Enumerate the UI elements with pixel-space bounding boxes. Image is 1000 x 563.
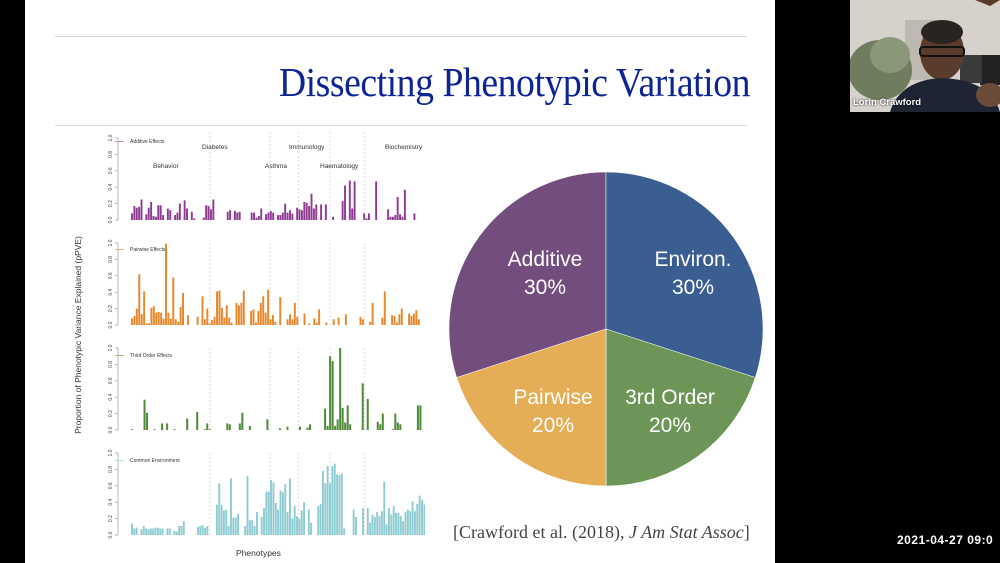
svg-text:1.0: 1.0 (108, 239, 114, 246)
category-biochemistry: Biochemistry (385, 144, 423, 151)
participant-name: Lorin Crawford (853, 97, 922, 108)
slide-title: Dissecting Phenotypic Variation (278, 59, 751, 105)
svg-text:0.6: 0.6 (108, 167, 114, 174)
svg-text:0.2: 0.2 (108, 410, 114, 417)
svg-text:0.2: 0.2 (108, 515, 114, 522)
svg-text:0.6: 0.6 (108, 482, 114, 489)
additive-bars: 0.0 0.2 0.4 0.6 0.8 1.0 (108, 132, 416, 223)
legend-environment: Common Environment (115, 458, 180, 464)
svg-text:0.0: 0.0 (108, 216, 114, 223)
pie-chart (448, 171, 764, 487)
pie-label-third-order: 3rd Order 20% (625, 386, 715, 437)
svg-text:0.4: 0.4 (108, 499, 114, 506)
title-divider (55, 125, 747, 126)
category-immunology: Immunology (289, 144, 325, 151)
category-haematology: Haematology (320, 163, 359, 170)
svg-text:0.8: 0.8 (108, 151, 114, 158)
recording-timestamp: 2021-04-27 09:0 (897, 533, 994, 547)
category-asthma: Asthma (265, 163, 288, 170)
svg-text:0.8: 0.8 (108, 361, 114, 368)
svg-text:1.0: 1.0 (108, 344, 114, 351)
svg-text:0.4: 0.4 (108, 289, 114, 296)
pairwise-effects-panel: 0.0 0.2 0.4 0.6 0.8 1.0 Pairwise Effects (75, 235, 425, 340)
third-order-bars: 0.0 0.2 0.4 0.6 0.8 1.0 (108, 344, 422, 433)
environment-bars: 0.0 0.2 0.4 0.6 0.8 1.0 (108, 449, 425, 538)
pairwise-bars: 0.0 0.2 0.4 0.6 0.8 1.0 (108, 239, 420, 328)
common-environment-panel: 0.0 0.2 0.4 0.6 0.8 1.0 Common Environment (75, 445, 425, 550)
svg-text:0.0: 0.0 (108, 531, 114, 538)
legend-pairwise: Pairwise Effects (115, 247, 165, 253)
pie-slice-third-order (605, 328, 756, 487)
x-axis-label: Phenotypes (236, 548, 281, 558)
svg-text:0.4: 0.4 (108, 394, 114, 401)
category-behavior: Behavior (153, 163, 179, 170)
svg-text:0.6: 0.6 (108, 272, 114, 279)
participant-video-frame (850, 0, 1000, 112)
pie-label-environ: Environ. 30% (654, 248, 732, 299)
pie-slice-environ (605, 171, 764, 378)
svg-text:0.2: 0.2 (108, 305, 114, 312)
pie-slice-pairwise (456, 328, 607, 487)
third-order-effects-panel: 0.0 0.2 0.4 0.6 0.8 1.0 Third Order Effects (75, 340, 425, 445)
additive-effects-panel: 0.0 0.2 0.4 0.6 0.8 1.0 Additive Effects Diab… (75, 130, 425, 235)
pie-label-pairwise: Pairwise 20% (513, 386, 593, 437)
category-diabetes: Diabetes (202, 144, 228, 151)
citation: [Crawford et al. (2018), J Am Stat Assoc… (453, 522, 750, 542)
svg-text:0.8: 0.8 (108, 466, 114, 473)
legend-third-order: Third Order Effects (115, 353, 172, 359)
svg-text:0.0: 0.0 (108, 321, 114, 328)
participant-video-tile[interactable]: Lorin Crawford (850, 0, 1000, 112)
svg-text:0.4: 0.4 (108, 184, 114, 191)
svg-text:0.8: 0.8 (108, 256, 114, 263)
svg-text:1.0: 1.0 (108, 134, 114, 141)
svg-text:0.0: 0.0 (108, 426, 114, 433)
svg-text:0.6: 0.6 (108, 377, 114, 384)
pie-label-additive: Additive 30% (507, 248, 583, 299)
svg-text:0.2: 0.2 (108, 200, 114, 207)
top-divider (55, 36, 747, 37)
pie-slice-additive (448, 171, 607, 378)
legend-additive: Additive Effects (115, 139, 164, 145)
presentation-slide: Dissecting Phenotypic Variation Proporti… (25, 0, 775, 563)
svg-text:1.0: 1.0 (108, 449, 114, 456)
